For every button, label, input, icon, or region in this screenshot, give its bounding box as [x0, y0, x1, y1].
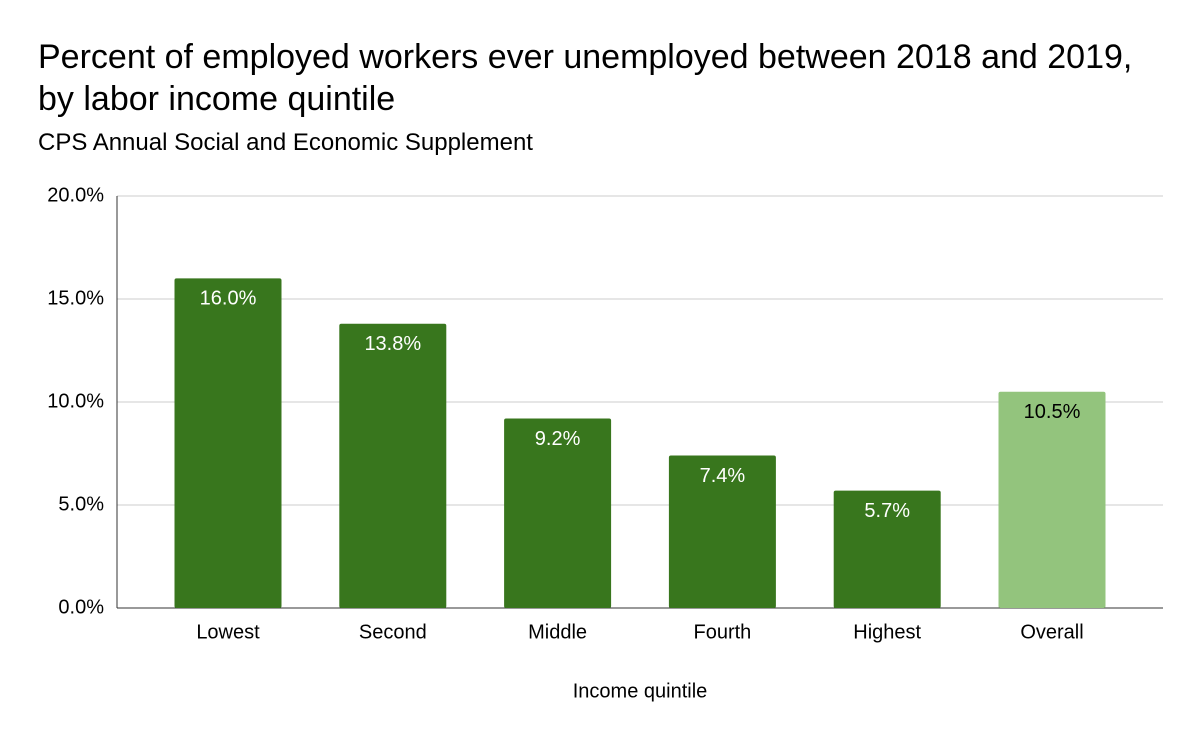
bar: [668, 455, 776, 608]
bar: [504, 418, 612, 608]
data-label: 10.5%: [1024, 401, 1081, 423]
y-tick-label: 5.0%: [58, 493, 104, 515]
data-label: 7.4%: [700, 465, 746, 487]
x-tick-label: Second: [359, 621, 427, 643]
data-label: 5.7%: [864, 500, 910, 522]
y-tick-label: 10.0%: [47, 390, 104, 412]
data-label: 9.2%: [535, 428, 581, 450]
x-tick-label: Lowest: [196, 621, 260, 643]
data-label: 13.8%: [364, 333, 421, 355]
chart-title: Percent of employed workers ever unemplo…: [38, 38, 1133, 118]
x-tick-label: Fourth: [693, 621, 751, 643]
y-tick-label: 15.0%: [47, 287, 104, 309]
bar: [998, 391, 1106, 608]
x-axis-title: Income quintile: [573, 680, 708, 702]
bar: [174, 278, 282, 608]
x-tick-label: Overall: [1020, 621, 1083, 643]
y-tick-label: 0.0%: [58, 596, 104, 618]
chart-subtitle: CPS Annual Social and Economic Supplemen…: [38, 129, 533, 156]
y-tick-label: 20.0%: [47, 184, 104, 206]
bar: [339, 323, 447, 608]
bar: [833, 490, 941, 608]
x-tick-label: Highest: [853, 621, 921, 643]
x-tick-label: Middle: [528, 621, 587, 643]
data-label: 16.0%: [200, 288, 257, 310]
